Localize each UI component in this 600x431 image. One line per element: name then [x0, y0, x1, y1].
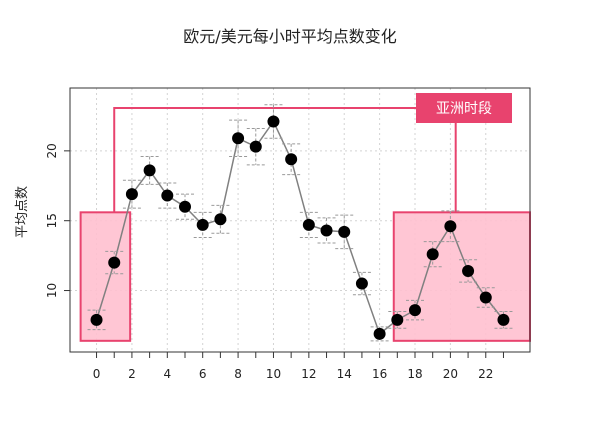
x-tick-label: 12: [301, 367, 316, 381]
connector-left: [113, 107, 416, 213]
data-point: [161, 189, 174, 202]
data-point: [108, 256, 121, 269]
x-tick-label: 20: [443, 367, 458, 381]
data-series: [87, 104, 513, 342]
annotation-text: 亚洲时段: [436, 101, 492, 117]
data-point: [355, 277, 368, 290]
data-point: [462, 264, 475, 277]
data-point: [125, 188, 138, 201]
data-point: [90, 313, 103, 326]
data-point: [285, 153, 298, 166]
data-point: [179, 200, 191, 213]
annotation-label: 亚洲时段: [416, 93, 512, 123]
y-tick-label: 15: [45, 213, 59, 228]
chart-title: 欧元/美元每小时平均点数变化: [183, 27, 396, 46]
data-point: [373, 327, 386, 340]
data-point: [232, 132, 245, 145]
data-point: [214, 213, 227, 226]
axes: 0 2 4 6 8 10 12 14 16 18 20 22 10 15 20: [45, 87, 531, 381]
data-point: [249, 140, 262, 153]
x-tick-label: 8: [234, 367, 242, 381]
data-point: [267, 115, 280, 128]
x-tick-label: 10: [266, 367, 281, 381]
annotation-box: [416, 93, 512, 123]
data-point: [338, 225, 351, 238]
data-point: [479, 291, 492, 304]
x-tick-label: 2: [128, 367, 136, 381]
data-point: [143, 164, 156, 177]
y-tick-label: 20: [45, 143, 59, 158]
highlight-region: [392, 211, 531, 342]
x-tick-label: 4: [163, 367, 171, 381]
data-point: [391, 313, 404, 326]
data-point: [409, 304, 421, 317]
data-point: [444, 220, 457, 233]
y-tick-label: 10: [45, 283, 59, 298]
x-tick-label: 18: [407, 367, 422, 381]
data-point: [196, 218, 209, 231]
data-point: [320, 224, 333, 237]
data-point: [426, 248, 439, 261]
data-point: [302, 218, 315, 231]
x-tick-label: 14: [337, 367, 352, 381]
y-axis-label: 平均点数: [15, 186, 30, 238]
data-point: [497, 313, 510, 326]
x-tick-label: 0: [93, 367, 101, 381]
x-tick-label: 16: [372, 367, 387, 381]
x-tick-label: 6: [199, 367, 207, 381]
x-tick-label: 22: [478, 367, 493, 381]
